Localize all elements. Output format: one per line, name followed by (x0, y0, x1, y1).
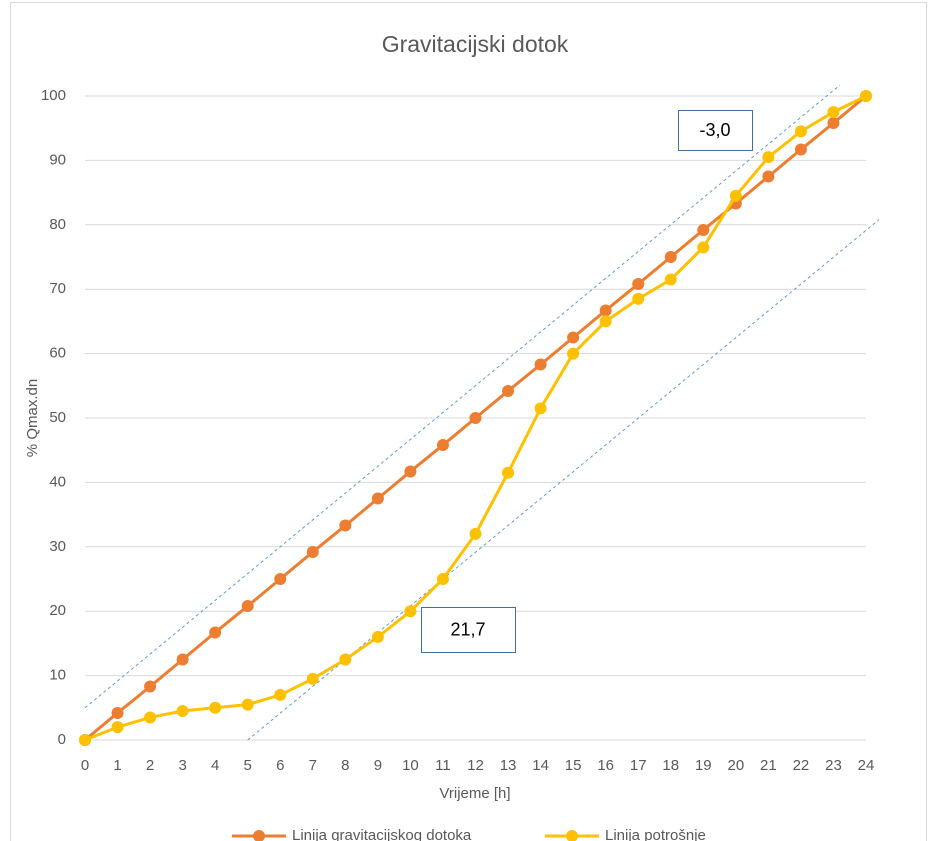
data-point (632, 278, 645, 291)
reference-line (84, 84, 841, 709)
legend-label: Linija potrošnje (605, 827, 706, 841)
y-tick-label: 0 (58, 731, 66, 748)
annotation-text: -3,0 (699, 120, 730, 140)
data-point (371, 630, 384, 643)
data-point (306, 672, 319, 685)
x-tick-label: 5 (244, 757, 252, 774)
data-point (794, 125, 807, 138)
data-point (274, 688, 287, 701)
data-point (729, 189, 742, 202)
data-point (534, 402, 547, 415)
data-point (209, 701, 222, 714)
data-point (111, 706, 124, 719)
data-point (599, 315, 612, 328)
data-point (144, 680, 157, 693)
data-point (599, 304, 612, 317)
x-tick-label: 24 (858, 757, 875, 774)
y-tick-label: 10 (49, 667, 66, 684)
y-tick-label: 30 (49, 538, 66, 555)
annotation-text: 21,7 (450, 619, 485, 639)
x-tick-label: 2 (146, 757, 154, 774)
x-tick-label: 21 (760, 757, 777, 774)
legend-label: Linija gravitacijskog dotoka (292, 827, 472, 841)
chart-title: Gravitacijski dotok (382, 31, 569, 57)
y-tick-label: 90 (49, 151, 66, 168)
chart-frame (10, 2, 927, 841)
data-point (111, 721, 124, 734)
x-tick-label: 22 (793, 757, 810, 774)
data-point (697, 223, 710, 236)
x-tick-label: 19 (695, 757, 712, 774)
y-tick-label: 40 (49, 473, 66, 490)
data-point (241, 600, 254, 613)
data-point (502, 466, 515, 479)
y-tick-label: 80 (49, 216, 66, 233)
x-tick-label: 1 (113, 757, 121, 774)
data-point (762, 170, 775, 183)
data-point (241, 698, 254, 711)
reference-line (247, 219, 880, 741)
data-point (567, 331, 580, 344)
data-point (697, 241, 710, 254)
x-tick-label: 7 (309, 757, 317, 774)
x-tick-label: 9 (374, 757, 382, 774)
data-point (176, 705, 189, 718)
data-point (502, 384, 515, 397)
data-point (144, 711, 157, 724)
data-point (794, 143, 807, 156)
data-point (567, 347, 580, 360)
data-point (339, 653, 352, 666)
y-axis-label: % Qmax.dn (24, 379, 41, 457)
data-point (469, 412, 482, 424)
x-tick-label: 8 (341, 757, 349, 774)
data-point (436, 573, 449, 585)
x-tick-label: 12 (467, 757, 484, 774)
x-tick-label: 6 (276, 757, 284, 774)
x-tick-label: 20 (727, 757, 744, 774)
data-point (306, 545, 319, 558)
data-point (632, 292, 645, 305)
x-tick-label: 4 (211, 757, 219, 774)
x-tick-label: 17 (630, 757, 647, 774)
data-point (762, 151, 775, 164)
y-tick-label: 60 (49, 345, 66, 362)
x-tick-label: 15 (565, 757, 582, 774)
data-point (469, 527, 482, 540)
x-tick-label: 16 (597, 757, 614, 774)
data-point (404, 605, 417, 618)
data-point (209, 626, 222, 639)
data-point (860, 90, 872, 102)
y-tick-label: 50 (49, 409, 66, 426)
y-tick-label: 20 (49, 602, 66, 619)
annotation-box (678, 110, 753, 151)
y-tick-label: 100 (41, 87, 66, 104)
legend-marker (566, 830, 578, 841)
x-tick-label: 18 (662, 757, 679, 774)
x-tick-label: 0 (81, 757, 89, 774)
annotation-box (421, 607, 516, 653)
x-tick-label: 14 (532, 757, 549, 774)
data-point (664, 251, 677, 263)
data-point (339, 519, 352, 532)
y-tick-label: 70 (49, 280, 66, 297)
data-point (534, 358, 547, 371)
data-point (436, 439, 449, 452)
data-point (371, 492, 384, 505)
x-tick-label: 10 (402, 757, 419, 774)
data-point (79, 734, 91, 746)
data-point (404, 465, 417, 478)
x-tick-label: 13 (500, 757, 517, 774)
legend-marker (253, 830, 265, 841)
data-point (827, 117, 840, 130)
data-point (827, 106, 840, 119)
data-point (176, 653, 189, 666)
x-tick-label: 11 (435, 757, 451, 774)
x-tick-label: 3 (178, 757, 186, 774)
x-tick-label: 23 (825, 757, 842, 774)
data-point (274, 573, 287, 585)
x-axis-label: Vrijeme [h] (439, 785, 510, 802)
data-point (664, 273, 677, 286)
